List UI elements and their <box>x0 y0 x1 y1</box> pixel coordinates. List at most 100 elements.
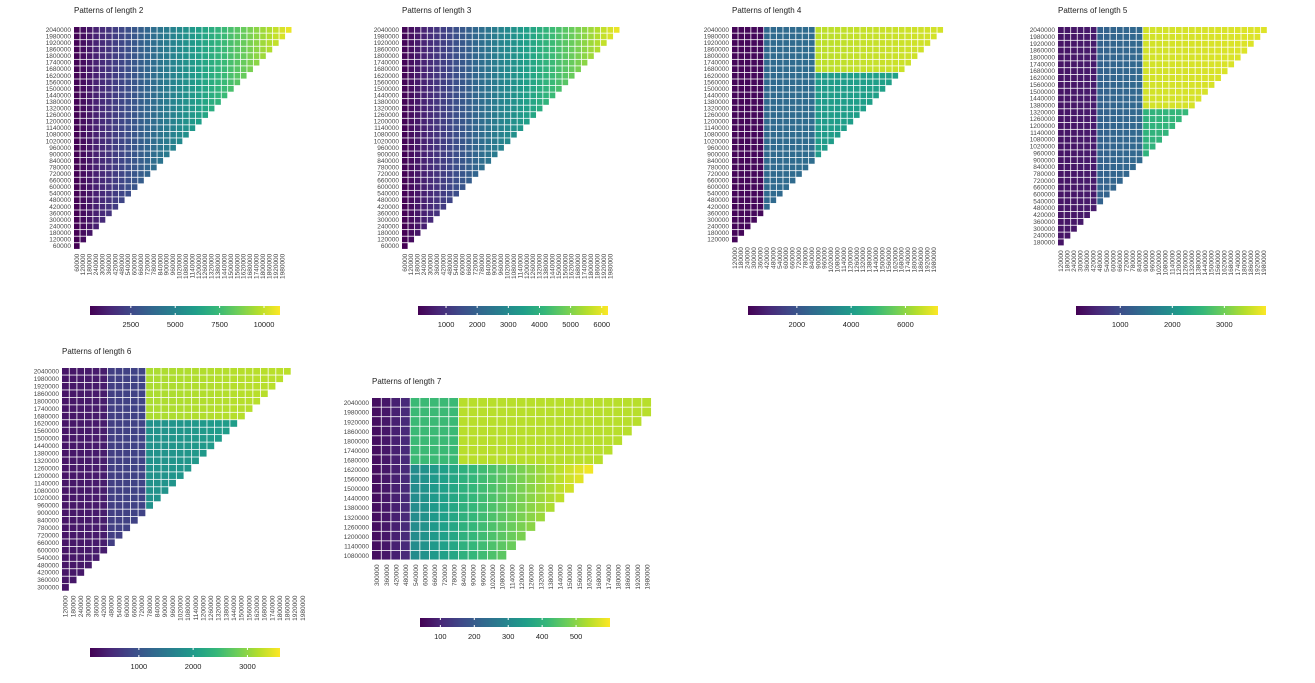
heatmap-cell <box>776 33 783 40</box>
heatmap-cell <box>421 112 427 118</box>
heatmap-cell <box>391 522 401 531</box>
heatmap-cell <box>446 33 453 40</box>
heatmap-cell <box>86 177 93 184</box>
heatmap-cell <box>372 436 381 445</box>
heatmap-cell <box>170 105 176 112</box>
heatmap-cell <box>112 197 119 204</box>
heatmap-cell <box>821 53 828 59</box>
heatmap-cell <box>260 27 266 33</box>
heatmap-cell <box>789 112 796 118</box>
heatmap-cell <box>622 407 632 417</box>
heatmap-cell <box>466 40 472 46</box>
heatmap-cell <box>479 112 485 118</box>
heatmap-cell <box>879 85 886 92</box>
y-tick-label: 1260000 <box>46 112 72 119</box>
heatmap-cell <box>74 118 80 125</box>
heatmap-cell <box>815 144 822 151</box>
heatmap-cell <box>931 27 937 33</box>
heatmap-cell <box>498 144 504 151</box>
heatmap-cell <box>157 72 164 79</box>
heatmap-cell <box>834 40 841 46</box>
heatmap-cell <box>453 46 459 53</box>
heatmap-cell <box>568 27 575 33</box>
heatmap-cell <box>744 177 751 184</box>
x-tick-label: 1680000 <box>899 247 906 273</box>
heatmap-cell <box>556 46 562 53</box>
heatmap-cell <box>478 531 487 541</box>
y-tick-label: 1140000 <box>46 125 71 132</box>
heatmap-cell <box>86 46 93 53</box>
heatmap-cell <box>228 27 234 33</box>
y-tick-label: 1740000 <box>344 448 370 455</box>
heatmap-cell <box>828 105 834 112</box>
heatmap-cell <box>421 171 427 177</box>
heatmap-cell <box>439 464 449 474</box>
colorbar-tick-label: 6000 <box>897 320 914 329</box>
heatmap-cell <box>466 171 472 177</box>
heatmap-cell <box>898 66 905 73</box>
heatmap-cell <box>157 125 164 131</box>
heatmap-cell <box>568 53 575 59</box>
heatmap-cell <box>381 407 391 417</box>
heatmap-cell <box>809 40 815 46</box>
colorbar-tick-label: 500 <box>570 632 583 641</box>
heatmap-cell <box>414 190 421 197</box>
heatmap-cell <box>744 125 751 131</box>
heatmap-cell <box>738 197 745 204</box>
heatmap-cell <box>468 550 478 560</box>
heatmap-cell <box>479 99 485 105</box>
heatmap-cell <box>429 474 439 484</box>
heatmap-cell <box>1058 225 1064 232</box>
heatmap-cell <box>381 417 391 426</box>
y-tick-label: 1440000 <box>344 496 370 503</box>
heatmap-cell <box>466 27 472 33</box>
heatmap-cell <box>802 158 809 164</box>
y-tick-label: 1860000 <box>374 47 400 54</box>
heatmap-cell <box>498 66 504 73</box>
x-tick-label: 1620000 <box>892 247 899 273</box>
heatmap-cell <box>1084 143 1090 150</box>
heatmap-cell <box>240 33 247 40</box>
heatmap-cell <box>588 46 594 53</box>
y-tick-label: 1260000 <box>344 524 370 531</box>
y-tick-label: 1500000 <box>704 86 730 93</box>
heatmap-cell <box>125 72 131 79</box>
heatmap-cell <box>802 79 809 86</box>
heatmap-cell <box>472 112 479 118</box>
heatmap-cell <box>853 112 860 118</box>
heatmap-cell <box>613 426 623 436</box>
heatmap-cell <box>74 203 80 210</box>
heatmap-cell <box>796 79 802 86</box>
heatmap-cell <box>751 112 757 118</box>
heatmap-cell <box>565 417 574 426</box>
heatmap-cell <box>400 398 410 407</box>
heatmap-cell <box>163 138 170 145</box>
heatmap-cell <box>439 503 449 512</box>
heatmap-cell <box>732 210 738 217</box>
heatmap-cell <box>106 203 112 210</box>
heatmap-cell <box>414 151 421 158</box>
heatmap-cell <box>410 550 420 560</box>
heatmap-cell <box>440 46 447 53</box>
y-tick-label: 360000 <box>707 210 729 217</box>
heatmap-cell <box>449 417 459 426</box>
heatmap-cell <box>420 445 430 455</box>
heatmap-cell <box>770 112 777 118</box>
heatmap-cell <box>764 59 770 66</box>
heatmap-cell <box>427 85 434 92</box>
heatmap-cell <box>770 33 777 40</box>
heatmap-cell <box>757 184 764 190</box>
heatmap-cell <box>86 53 93 59</box>
heatmap-cell <box>764 151 770 158</box>
heatmap-cell <box>176 118 183 125</box>
heatmap-cell <box>427 33 434 40</box>
heatmap-cell <box>157 85 164 92</box>
x-tick-label: 1260000 <box>202 253 209 279</box>
heatmap-cell <box>414 138 421 145</box>
heatmap-cell <box>911 46 918 53</box>
heatmap-cell <box>446 27 453 33</box>
heatmap-cell <box>453 125 459 131</box>
heatmap-cell <box>106 46 112 53</box>
heatmap-cell <box>511 131 517 138</box>
heatmap-cell <box>516 417 526 426</box>
